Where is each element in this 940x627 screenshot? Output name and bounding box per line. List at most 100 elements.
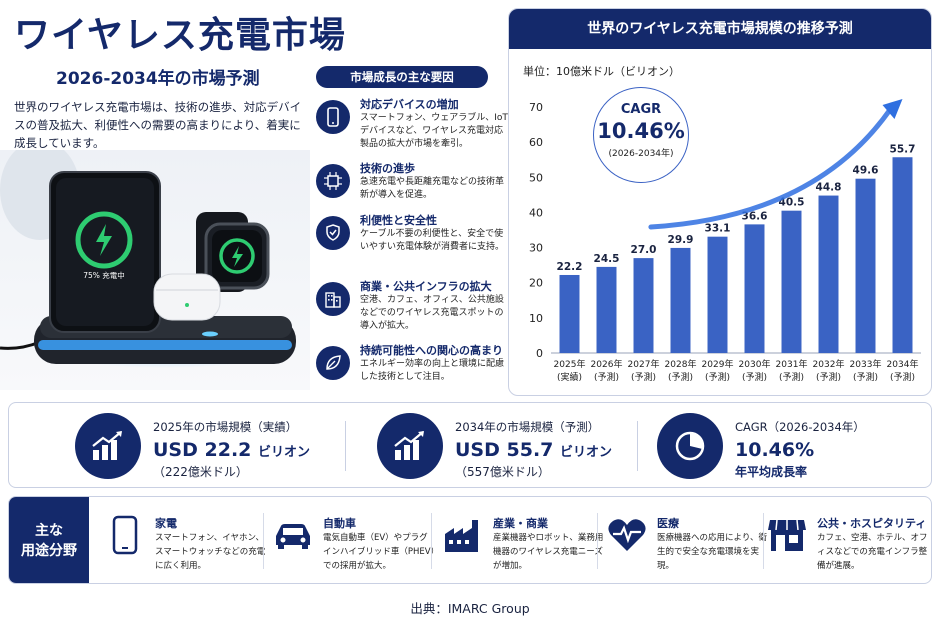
bar-2032年 — [818, 195, 839, 353]
stat-value: USD 55.7 ビリオン — [455, 439, 612, 461]
app-desc: 電気自動車（EV）やプラグインハイブリッド車（PHEV）での採用が拡大。 — [323, 533, 435, 571]
y-tick-label: 10 — [529, 312, 543, 325]
x-tick-label: 2026年 — [591, 358, 623, 370]
growth-chart-icon — [75, 413, 141, 479]
x-tick-label: 2025年 — [554, 358, 586, 370]
x-tick-label: 2031年 — [776, 358, 808, 370]
stat-value-unit: ビリオン — [258, 445, 311, 460]
heart-pulse-icon — [605, 513, 649, 557]
bar-2034年 — [892, 157, 913, 353]
driver-desc: 空港、カフェ、オフィス、公共施設などでのワイヤレス充電スポットの導入が拡大。 — [360, 295, 504, 331]
stat-divider — [345, 421, 346, 471]
drivers-heading: 市場成長の主な要因 — [316, 66, 488, 88]
y-tick-label: 20 — [529, 277, 543, 290]
driver-title: 持続可能性への関心の高まり — [360, 344, 503, 357]
driver-item-devices: 対応デバイスの増加 スマートフォン、ウェアラブル、IoTデバイスなど、ワイヤレス… — [316, 96, 508, 152]
app-desc: スマートフォン、イヤホン、スマートウォッチなどの充電に広く利用。 — [155, 533, 266, 571]
stat-label: 2025年の市場規模（実績） — [153, 420, 298, 434]
stat-label: CAGR（2026-2034年） — [735, 420, 865, 434]
app-divider — [263, 513, 264, 569]
smartphone-icon — [316, 100, 350, 134]
stat-value-number: USD 55.7 — [455, 439, 554, 461]
app-title: 医療 — [657, 517, 679, 530]
bar-value-label: 29.9 — [668, 234, 694, 246]
applications-panel: 主な 用途分野 家電 スマートフォン、イヤホン、スマートウォッチなどの充電に広く利… — [8, 496, 932, 584]
chart-unit-label: 単位：10億米ドル（ビリオン） — [523, 65, 680, 78]
bar-chart: 01020304050607022.22025年(実績)24.52026年(予測… — [529, 99, 921, 383]
bar-2026年 — [596, 266, 617, 353]
bar-value-label: 55.7 — [890, 143, 916, 155]
x-tick-label: 2028年 — [665, 358, 697, 370]
chart-panel: 世界のワイヤレス充電市場規模の推移予測 単位：10億米ドル（ビリオン） 0 10 2… — [508, 8, 932, 396]
stat-value: 10.46% — [735, 439, 815, 461]
car-icon — [271, 513, 315, 557]
x-tick-label: 2030年 — [739, 358, 771, 370]
app-title: 産業・商業 — [493, 517, 548, 530]
x-tick-note: (予測) — [742, 371, 767, 383]
pie-chart-icon — [657, 413, 723, 479]
stat-value-unit: ビリオン — [560, 445, 613, 460]
chart-heading: 世界のワイヤレス充電市場規模の推移予測 — [509, 9, 931, 49]
x-tick-note: (予測) — [890, 371, 915, 383]
app-divider — [597, 513, 598, 569]
bar-2030年 — [744, 224, 765, 353]
intro-text: 世界のワイヤレス充電市場は、技術の進歩、対応デバイスの普及拡大、利便性への需要の… — [14, 100, 302, 150]
driver-desc: スマートフォン、ウェアラブル、IoTデバイスなど、ワイヤレス充電対応製品の拡大が… — [360, 113, 508, 149]
wireless-charger-illustration: 75% 充電中 — [0, 150, 310, 390]
bar-value-label: 49.6 — [853, 165, 879, 177]
app-desc: 医療機器への応用により、衛生的で安全な充電環境を実現。 — [657, 533, 767, 571]
bar-2027年 — [633, 258, 654, 353]
y-tick-label: 70 — [529, 101, 543, 114]
stat-divider — [637, 421, 638, 471]
bar-2029年 — [707, 236, 728, 353]
shield-hand-icon — [316, 216, 350, 250]
driver-item-technology: 技術の進歩 急速充電や長距離充電などの技術革新が導入を促進。 — [316, 160, 504, 216]
stat-value: USD 22.2 ビリオン — [153, 439, 310, 461]
app-title: 家電 — [155, 517, 177, 530]
applications-heading: 主な 用途分野 — [9, 497, 89, 583]
x-tick-note: (予測) — [631, 371, 656, 383]
y-tick-label: 0 — [536, 347, 543, 360]
bar-value-label: 36.6 — [742, 210, 768, 222]
y-tick-label: 50 — [529, 171, 543, 184]
bar-value-label: 22.2 — [557, 261, 583, 273]
app-divider — [763, 513, 764, 569]
growth-chart-icon — [377, 413, 443, 479]
bar-2031年 — [781, 210, 802, 353]
cagr-bubble-period: (2026-2034年) — [608, 149, 674, 159]
x-tick-note: (予測) — [853, 371, 878, 383]
stat-value-number: USD 22.2 — [153, 439, 252, 461]
app-desc: カフェ、空港、ホテル、オフィスなどでの充電インフラ整備が進展。 — [817, 533, 928, 571]
source-note: 出典：IMARC Group — [410, 601, 530, 616]
cagr-bubble: CAGR 10.46% (2026-2034年) — [593, 87, 689, 183]
x-tick-label: 2029年 — [702, 358, 734, 370]
stat-sub: （222億米ドル） — [153, 465, 248, 479]
storefront-icon — [765, 513, 809, 557]
x-tick-label: 2034年 — [887, 358, 919, 370]
stat-label: 2034年の市場規模（予測） — [455, 420, 600, 434]
trend-arrow-line — [648, 106, 893, 230]
trend-arrow-head — [882, 99, 903, 119]
x-tick-note: (予測) — [594, 371, 619, 383]
cagr-bubble-label: CAGR — [620, 102, 662, 117]
app-title: 自動車 — [323, 517, 356, 530]
driver-item-infrastructure: 商業・公共インフラの拡大 空港、カフェ、オフィス、公共施設などでのワイヤレス充電… — [316, 278, 504, 334]
driver-title: 対応デバイスの増加 — [360, 98, 459, 111]
bar-2025年 — [559, 274, 580, 353]
bar-value-label: 33.1 — [705, 223, 731, 235]
driver-desc: エネルギー効率の向上と環境に配慮した技術として注目。 — [360, 359, 505, 382]
applications-heading-line2: 用途分野 — [21, 543, 77, 559]
x-tick-label: 2033年 — [850, 358, 882, 370]
app-title: 公共・ホスピタリティ — [817, 517, 927, 530]
x-tick-label: 2032年 — [813, 358, 845, 370]
stat-sub: 年平均成長率 — [735, 465, 808, 479]
y-tick-label: 60 — [529, 136, 543, 149]
bar-value-label: 40.5 — [779, 197, 805, 209]
building-icon — [316, 282, 350, 316]
x-tick-note: (実績) — [557, 371, 582, 383]
x-tick-note: (予測) — [705, 371, 730, 383]
chip-icon — [316, 164, 350, 198]
driver-item-sustainability: 持続可能性への関心の高まり エネルギー効率の向上と環境に配慮した技術として注目。 — [316, 342, 504, 398]
leaf-icon — [316, 346, 350, 380]
factory-icon — [441, 513, 485, 557]
